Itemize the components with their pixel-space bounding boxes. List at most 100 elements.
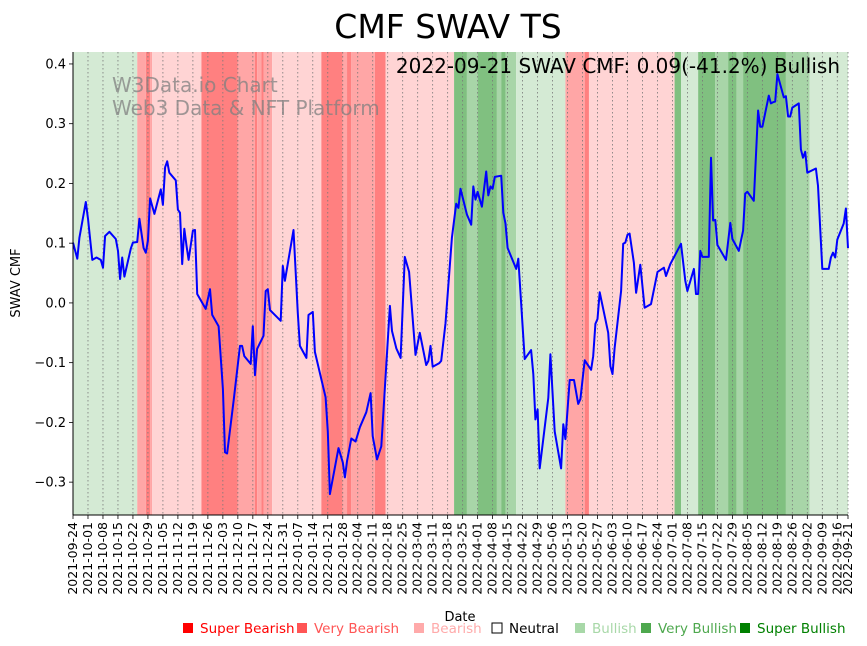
legend: Super Bearish Very Bearish Bearish Neutral B… (183, 621, 846, 637)
x-tick-label: 2021-10-08 (95, 522, 110, 595)
signal-band (588, 52, 675, 515)
y-tick-label: 0.3 (45, 117, 66, 132)
legend-label: Very Bearish (314, 621, 399, 637)
x-tick-label: 2022-04-01 (470, 522, 485, 595)
x-tick-label: 2022-03-25 (455, 522, 470, 595)
signal-band (674, 52, 682, 515)
y-tick-label: −0.1 (34, 356, 66, 371)
signal-band (73, 52, 138, 515)
x-tick-label: 2022-08-05 (739, 522, 754, 595)
y-tick-label: 0.0 (45, 296, 66, 311)
x-tick-label: 2022-01-07 (290, 522, 305, 595)
x-tick-label: 2021-11-12 (170, 522, 185, 595)
plot-area: 2021-09-24 2021-10-01 2021-10-08 2021-10-15… (34, 52, 855, 595)
x-tick-label: 2022-09-16 (829, 522, 844, 595)
x-tick-label: 2022-06-17 (634, 522, 649, 595)
legend-swatch (575, 623, 585, 633)
signal-band (698, 52, 716, 515)
x-tick-label: 2022-05-13 (560, 522, 575, 595)
signal-band (501, 52, 506, 515)
x-tick-label: 2022-04-08 (485, 522, 500, 595)
x-axis-label: Date (444, 610, 475, 625)
x-tick-label: 2021-11-19 (185, 522, 200, 595)
signal-band (466, 52, 478, 515)
watermark-line-2: Web3 Data & NFT Platform (112, 96, 380, 120)
x-tick-label: 2022-08-12 (754, 522, 769, 595)
signal-band (584, 52, 589, 515)
y-tick-label: 0.2 (45, 177, 66, 192)
x-tick-label: 2022-04-15 (500, 522, 515, 595)
x-tick-label: 2022-06-03 (605, 522, 620, 595)
x-tick-label: 2022-05-27 (590, 522, 605, 595)
x-tick-label: 2022-05-20 (575, 522, 590, 595)
legend-swatch (414, 623, 424, 633)
signal-band (385, 52, 455, 515)
y-tick-label: 0.1 (45, 237, 66, 252)
x-tick-label: 2021-12-03 (215, 522, 230, 595)
x-tick-label: 2022-07-08 (679, 522, 694, 595)
x-tick-label: 2022-03-04 (410, 522, 425, 595)
legend-label: Super Bullish (757, 621, 846, 637)
x-tick-label: 2022-07-22 (709, 522, 724, 595)
x-tick-label: 2022-01-28 (335, 522, 350, 595)
x-tick-label: 2022-03-11 (425, 522, 440, 595)
signal-band (145, 52, 151, 515)
x-tick-label: 2022-08-19 (769, 522, 784, 595)
legend-swatch (297, 623, 307, 633)
watermark-line-1: W3Data.io Chart (112, 73, 278, 97)
x-tick-label: 2022-09-21 (840, 522, 855, 595)
x-tick-label: 2022-02-25 (395, 522, 410, 595)
y-tick-label: −0.2 (34, 416, 66, 431)
x-tick-label: 2022-07-01 (664, 522, 679, 595)
legend-label: Bearish (431, 621, 482, 637)
legend-label: Neutral (509, 621, 559, 637)
y-axis-label: SWAV CMF (9, 248, 24, 317)
signal-band (454, 52, 467, 515)
legend-label: Bullish (592, 621, 637, 637)
x-tick-label: 2022-07-29 (724, 522, 739, 595)
legend-swatch (183, 623, 193, 633)
x-tick-label: 2022-08-26 (784, 522, 799, 595)
x-tick-label: 2021-10-01 (80, 522, 95, 595)
legend-swatch (491, 622, 503, 634)
x-tick-label: 2022-07-15 (694, 522, 709, 595)
x-tick-label: 2021-12-10 (230, 522, 245, 595)
x-tick-label: 2022-09-09 (814, 522, 829, 595)
signal-band (342, 52, 348, 515)
signal-band (374, 52, 386, 515)
x-tick-label: 2022-02-11 (365, 522, 380, 595)
signal-band (477, 52, 497, 515)
legend-label: Super Bearish (200, 621, 295, 637)
signal-band (263, 52, 273, 515)
y-tick-label: 0.4 (45, 57, 66, 72)
signal-band (321, 52, 343, 515)
x-tick-label: 2022-01-21 (320, 522, 335, 595)
x-tick-label: 2021-10-22 (125, 522, 140, 595)
x-tick-label: 2021-09-24 (65, 522, 80, 595)
x-tick-label: 2022-04-22 (515, 522, 530, 595)
x-tick-label: 2021-11-05 (155, 522, 170, 595)
signal-band (565, 52, 585, 515)
signal-band (516, 52, 566, 515)
x-tick-label: 2022-09-02 (799, 522, 814, 595)
signal-band (743, 52, 786, 515)
x-tick-label: 2021-12-24 (260, 522, 275, 595)
x-tick-label: 2022-04-29 (530, 522, 545, 595)
x-tick-label: 2021-12-17 (245, 522, 260, 595)
signal-band (785, 52, 810, 515)
x-tick-label: 2022-05-06 (545, 522, 560, 595)
x-tick-label: 2022-06-10 (619, 522, 634, 595)
legend-swatch (740, 623, 750, 633)
signal-band (237, 52, 255, 515)
signal-band (152, 52, 202, 515)
x-tick-label: 2022-03-18 (440, 522, 455, 595)
signal-band (715, 52, 729, 515)
signal-band (150, 52, 153, 515)
signal-band (351, 52, 375, 515)
x-tick-label: 2021-11-26 (200, 522, 215, 595)
cmf-line (72, 73, 849, 496)
x-tick-label: 2022-01-14 (305, 522, 320, 595)
chart-title: CMF SWAV TS (334, 7, 561, 46)
x-tick-label: 2021-10-29 (140, 522, 155, 595)
